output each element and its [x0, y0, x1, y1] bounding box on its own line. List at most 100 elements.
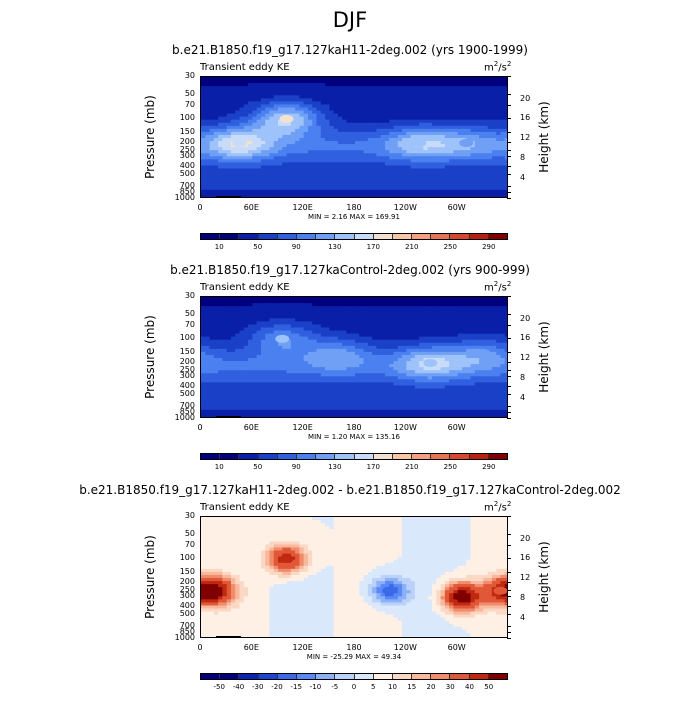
heatmap-cell	[213, 110, 219, 115]
heatmap-cell	[487, 177, 493, 182]
chart-panel-1: b.e21.B1850.f19_g17.127kaH11-2deg.002 (y…	[0, 40, 700, 280]
heatmap-cell	[299, 312, 305, 316]
heatmap-cell	[290, 110, 296, 115]
heatmap-cell	[201, 354, 206, 359]
heatmap-cell	[474, 297, 480, 301]
heatmap-cell	[389, 333, 395, 338]
heatmap-cell	[496, 110, 502, 115]
heatmap-cell	[436, 306, 442, 310]
heatmap-cell	[406, 364, 412, 368]
heatmap-cell	[282, 147, 288, 151]
heatmap-cell	[491, 361, 497, 365]
heatmap-cell	[500, 95, 506, 99]
heatmap-cell	[444, 83, 450, 87]
heatmap-cell	[504, 141, 507, 145]
heatmap-cell	[209, 122, 215, 127]
heatmap-cell	[265, 367, 271, 371]
heatmap-cell	[265, 107, 271, 112]
heatmap-cell	[372, 98, 377, 102]
heatmap-cell	[479, 153, 484, 157]
heatmap-cell	[278, 303, 283, 307]
heatmap-cell	[342, 104, 348, 109]
heatmap-cell	[320, 168, 326, 173]
heatmap-cell	[393, 339, 399, 344]
heatmap-cell	[389, 321, 395, 326]
heatmap-cell	[218, 354, 223, 359]
heatmap-cell	[239, 354, 245, 359]
heatmap-cell	[320, 107, 326, 112]
heatmap-cell	[325, 333, 330, 338]
heatmap-cell	[303, 192, 309, 197]
heatmap-cell	[453, 342, 459, 347]
heatmap-cell	[461, 297, 467, 301]
heatmap-cell	[307, 101, 313, 106]
heatmap-cell	[427, 134, 433, 139]
heatmap-cell	[461, 131, 467, 136]
heatmap-cell	[444, 186, 450, 191]
heatmap-cell	[333, 92, 339, 96]
heatmap-cell	[444, 379, 450, 383]
heatmap-cell	[307, 318, 313, 322]
heatmap-cell	[359, 107, 365, 112]
heatmap-cell	[299, 327, 305, 332]
heatmap-cell	[419, 321, 425, 326]
heatmap-cell	[299, 165, 305, 170]
heatmap-cell	[479, 312, 484, 316]
heatmap-cell	[419, 104, 425, 109]
heatmap-cell	[355, 351, 360, 356]
heatmap-cell	[444, 373, 450, 377]
heatmap-cell	[278, 186, 283, 191]
heatmap-cell	[209, 134, 215, 139]
heatmap-cell	[213, 128, 219, 133]
heatmap-cell	[312, 327, 318, 332]
heatmap-cell	[205, 324, 211, 329]
x-tick-label: 60E	[243, 203, 259, 212]
heatmap-cell	[248, 339, 253, 344]
heatmap-cell	[423, 156, 429, 160]
heatmap-cell	[496, 162, 502, 167]
heatmap-cell	[393, 119, 399, 124]
heatmap-cell	[303, 89, 309, 93]
heatmap-cell	[269, 174, 275, 179]
heatmap-cell	[329, 324, 335, 329]
heatmap-cell	[376, 336, 382, 341]
heatmap-cell	[312, 147, 318, 151]
heatmap-cell	[470, 125, 476, 130]
heatmap-cell	[487, 195, 493, 197]
heatmap-cell	[376, 348, 382, 353]
heatmap-cell	[384, 119, 390, 124]
heatmap-cell	[440, 303, 446, 307]
heatmap-cell	[226, 168, 232, 173]
heatmap-cell	[432, 177, 437, 182]
heatmap-cell	[346, 80, 352, 84]
heatmap-cell	[393, 327, 399, 332]
heatmap-cell	[325, 327, 330, 332]
heatmap-cell	[273, 361, 279, 365]
heatmap-cell	[256, 156, 262, 160]
heatmap-cell	[307, 122, 313, 127]
heatmap-cell	[380, 174, 386, 179]
heatmap-cell	[470, 297, 476, 301]
heatmap-cell	[260, 86, 266, 90]
heatmap-cell	[299, 89, 305, 93]
heatmap-cell	[491, 131, 497, 136]
heatmap-cell	[406, 318, 412, 322]
heatmap-cell	[436, 195, 442, 197]
heatmap-cell	[256, 321, 262, 326]
heatmap-cell	[461, 113, 467, 118]
heatmap-cell	[432, 150, 437, 154]
heatmap-cell	[312, 165, 318, 170]
heatmap-cell	[213, 147, 219, 151]
heatmap-cell	[235, 351, 241, 356]
heatmap-cell	[329, 104, 335, 109]
heatmap-cell	[479, 113, 484, 118]
heatmap-cell	[256, 113, 262, 118]
heatmap-cell	[474, 107, 480, 112]
heatmap-cell	[346, 312, 352, 316]
heatmap-cell	[372, 144, 377, 148]
heatmap-cell	[337, 333, 343, 338]
heatmap-cell	[286, 333, 292, 338]
heatmap-cell	[350, 125, 356, 130]
heatmap-cell	[256, 309, 262, 313]
heatmap-cell	[325, 83, 330, 87]
